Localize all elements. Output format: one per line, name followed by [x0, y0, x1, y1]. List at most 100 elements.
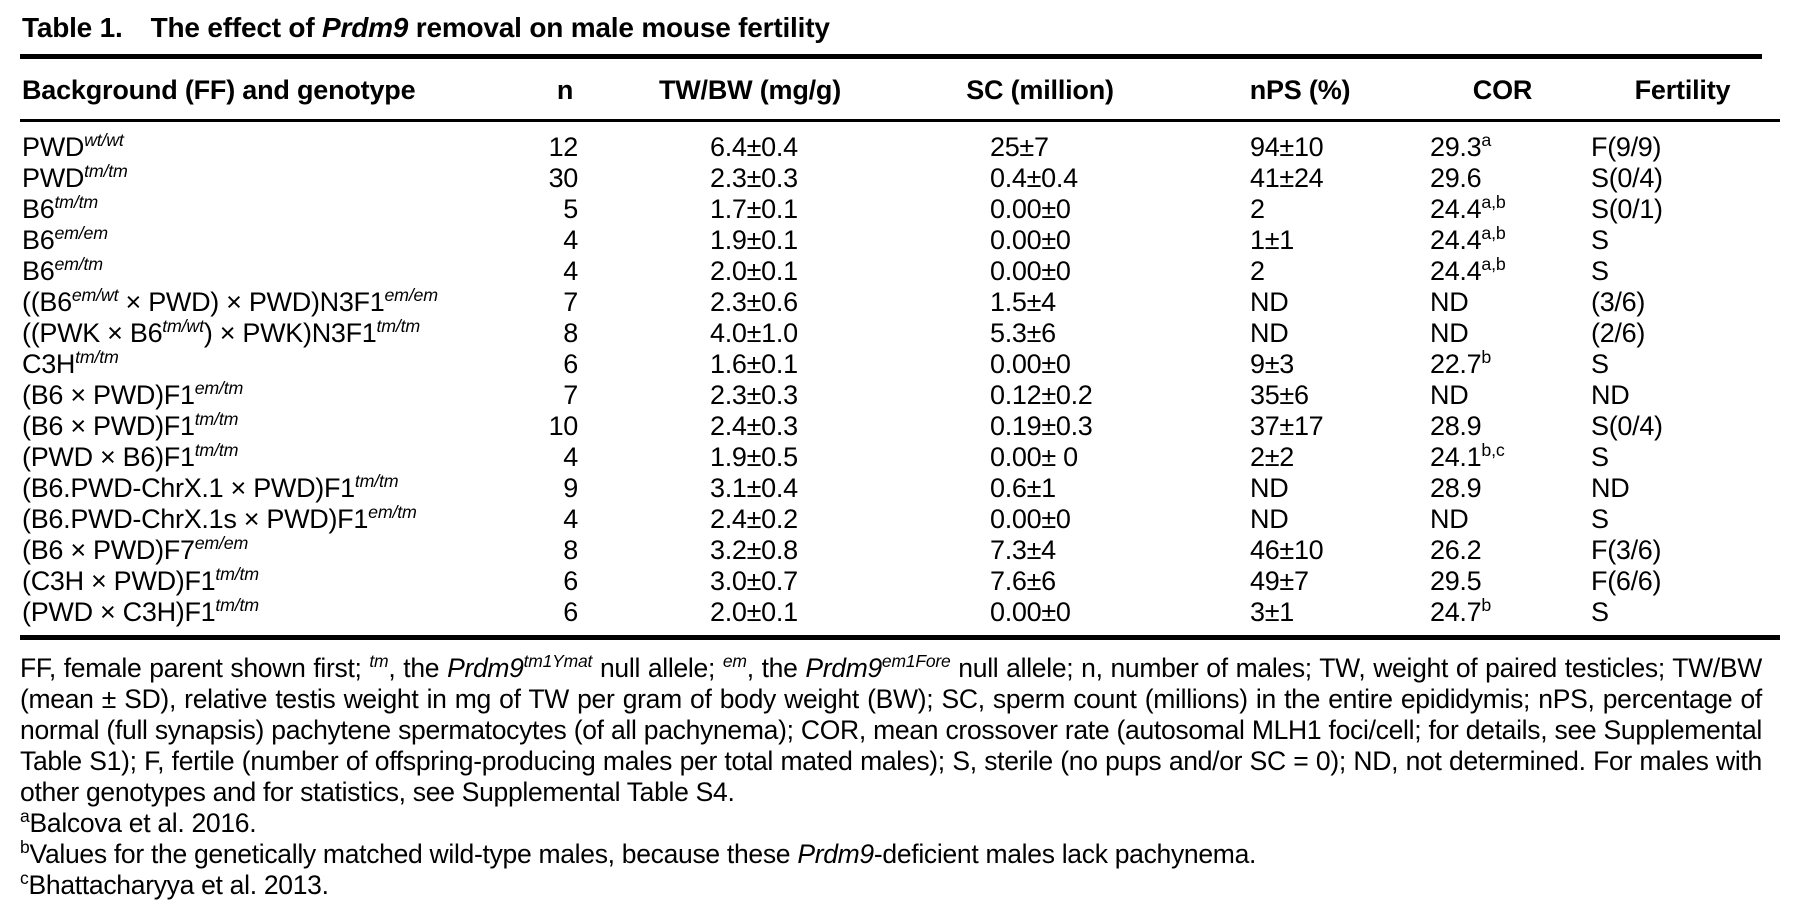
- nps-cell: ND: [1250, 473, 1289, 503]
- n-cell: 12: [548, 132, 579, 162]
- cor-cell: 29.6: [1430, 163, 1482, 193]
- cor-cell: 28.9: [1430, 411, 1482, 441]
- genotype-cell: (PWD × C3H)F1tm/tm: [20, 596, 530, 640]
- cor-cell: 24.4a,b: [1430, 254, 1506, 286]
- twbw-cell: 1.6±0.1: [710, 349, 798, 379]
- cor-cell: 24.1b,c: [1430, 440, 1505, 472]
- header-cor: COR: [1420, 59, 1585, 122]
- nps-cell: 1±1: [1250, 225, 1294, 255]
- cor-cell: ND: [1430, 318, 1469, 348]
- sc-cell: 0.6±1: [990, 473, 1056, 503]
- header-twbw: TW/BW (mg/g): [600, 59, 900, 122]
- genotype-cell: (C3H × PWD)F1tm/tm: [22, 564, 259, 596]
- nps-cell: 46±10: [1250, 535, 1324, 565]
- nps-cell: 9±3: [1250, 349, 1294, 379]
- table-row: (B6.PWD-ChrX.1 × PWD)F1tm/tm 9 3.1±0.4 0.6±…: [20, 472, 1780, 504]
- genotype-cell: (B6 × PWD)F1em/tm: [22, 378, 244, 410]
- n-cell: 5: [563, 194, 578, 224]
- twbw-cell: 3.2±0.8: [710, 535, 798, 565]
- n-cell: 30: [548, 163, 579, 193]
- twbw-cell: 1.7±0.1: [710, 194, 798, 224]
- title-text-pre: The effect of: [150, 12, 323, 43]
- table-row: (B6 × PWD)F7em/em 8 3.2±0.8 7.3±4 46±10 26.2 F…: [20, 533, 1780, 566]
- title-text-post: removal on male mouse fertility: [408, 12, 830, 43]
- table-row: B6tm/tm 5 1.7±0.1 0.00±0 2 24.4a,b S(0/1): [20, 192, 1780, 225]
- nps-cell: 3±1: [1180, 597, 1420, 640]
- sc-cell: 0.00±0: [990, 194, 1071, 224]
- twbw-cell: 2.3±0.6: [710, 287, 798, 317]
- footnote-b: bValues for the genetically matched wild…: [20, 837, 1257, 869]
- cor-cell: 24.4a,b: [1430, 192, 1506, 224]
- header-n: n: [530, 59, 600, 122]
- footnote-c: cBhattacharyya et al. 2013.: [20, 868, 329, 900]
- nps-cell: ND: [1250, 287, 1289, 317]
- twbw-cell: 3.1±0.4: [710, 473, 798, 503]
- table-body: PWDwt/wt 12 6.4±0.4 25±7 94±10 29.3a F(9/9) PWD…: [20, 121, 1780, 640]
- sc-cell: 0.4±0.4: [990, 163, 1078, 193]
- fertility-cell: ND: [1591, 380, 1630, 410]
- twbw-cell: 2.3±0.3: [710, 380, 798, 410]
- nps-cell: 35±6: [1250, 380, 1309, 410]
- twbw-cell: 2.4±0.3: [710, 411, 798, 441]
- nps-cell: 41±24: [1250, 163, 1324, 193]
- twbw-cell: 6.4±0.4: [710, 132, 798, 162]
- table-row: (B6 × PWD)F1em/tm 7 2.3±0.3 0.12±0.2 35±6 ND N…: [20, 378, 1780, 411]
- n-cell: 8: [563, 535, 578, 565]
- nps-cell: ND: [1250, 504, 1289, 534]
- twbw-cell: 1.9±0.1: [710, 225, 798, 255]
- genotype-cell: ((PWK × B6tm/wt) × PWK)N3F1tm/tm: [22, 316, 421, 348]
- genotype-cell: B6tm/tm: [22, 192, 98, 224]
- sc-cell: 0.00±0: [990, 504, 1071, 534]
- fertility-cell: S: [1591, 349, 1609, 379]
- fertility-cell: F(9/9): [1591, 132, 1662, 162]
- cor-cell: 22.7b: [1430, 347, 1492, 379]
- fertility-cell: (2/6): [1591, 318, 1646, 348]
- fertility-cell: S: [1591, 504, 1609, 534]
- table-row: ((PWK × B6tm/wt) × PWK)N3F1tm/tm 8 4.0±1.0…: [20, 316, 1780, 349]
- sc-cell: 0.12±0.2: [990, 380, 1093, 410]
- nps-cell: 37±17: [1250, 411, 1324, 441]
- genotype-cell: (B6 × PWD)F1tm/tm: [22, 409, 239, 441]
- table-row: B6em/tm 4 2.0±0.1 0.00±0 2 24.4a,b S: [20, 254, 1780, 287]
- nps-cell: ND: [1250, 318, 1289, 348]
- fertility-cell: S(0/1): [1591, 194, 1663, 224]
- fertility-cell: F(3/6): [1591, 535, 1662, 565]
- sc-cell: 0.19±0.3: [990, 411, 1093, 441]
- sc-cell: 5.3±6: [990, 318, 1056, 348]
- sc-cell: 0.00±0: [990, 225, 1071, 255]
- genotype-cell: B6em/tm: [22, 254, 103, 286]
- cor-cell: 24.7b: [1420, 596, 1585, 640]
- sc-cell: 0.00± 0: [990, 442, 1078, 472]
- n-cell: 8: [563, 318, 578, 348]
- nps-cell: 49±7: [1250, 566, 1309, 596]
- nps-cell: 2: [1250, 256, 1265, 286]
- cor-cell: ND: [1430, 380, 1469, 410]
- genotype-cell: PWDtm/tm: [22, 161, 128, 193]
- twbw-cell: 3.0±0.7: [710, 566, 798, 596]
- n-cell: 7: [563, 380, 578, 410]
- table-row: (PWD × C3H)F1tm/tm 6 2.0±0.1 0.00±0 3±1 24.7b…: [20, 596, 1780, 640]
- table-row: ((B6em/wt × PWD) × PWD)N3F1em/em 7 2.3±0.6…: [20, 285, 1780, 318]
- twbw-cell: 2.4±0.2: [710, 504, 798, 534]
- cor-cell: 24.4a,b: [1430, 223, 1506, 255]
- footnote-notes: aBalcova et al. 2016. bValues for the gen…: [20, 808, 1762, 901]
- genotype-cell: ((B6em/wt × PWD) × PWD)N3F1em/em: [22, 285, 438, 317]
- genotype-cell: B6em/em: [22, 223, 108, 255]
- genotype-cell: (PWD × B6)F1tm/tm: [22, 440, 239, 472]
- twbw-cell: 2.0±0.1: [710, 256, 798, 286]
- n-cell: 4: [563, 225, 578, 255]
- sc-cell: 1.5±4: [990, 287, 1056, 317]
- twbw-cell: 2.0±0.1: [600, 597, 900, 640]
- genotype-cell: PWDwt/wt: [22, 130, 124, 162]
- table-row: PWDwt/wt 12 6.4±0.4 25±7 94±10 29.3a F(9/9): [20, 121, 1780, 164]
- sc-cell: 0.00±0: [900, 597, 1180, 640]
- n-cell: 10: [548, 411, 579, 441]
- table-row: (B6.PWD-ChrX.1s × PWD)F1em/tm 4 2.4±0.2 0.0…: [20, 503, 1780, 535]
- table-row: (B6 × PWD)F1tm/tm 10 2.4±0.3 0.19±0.3 37±17 2…: [20, 409, 1780, 442]
- table-row: C3Htm/tm 6 1.6±0.1 0.00±0 9±3 22.7b S: [20, 347, 1780, 380]
- sc-cell: 0.00±0: [990, 256, 1071, 286]
- header-sc: SC (million): [900, 59, 1180, 122]
- header-background-genotype: Background (FF) and genotype: [20, 59, 530, 122]
- genotype-cell: (B6 × PWD)F7em/em: [22, 533, 249, 565]
